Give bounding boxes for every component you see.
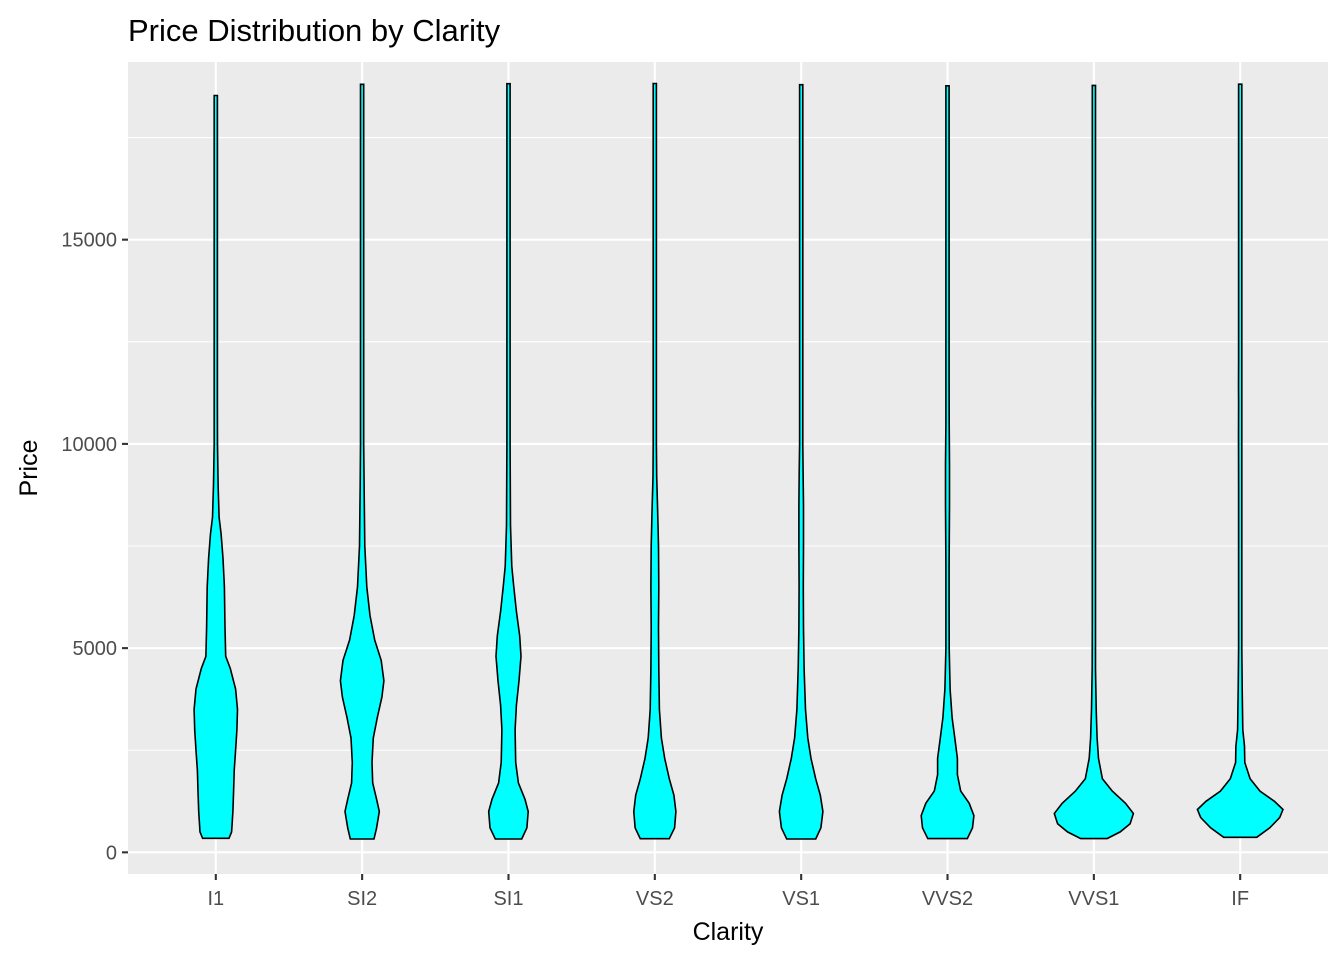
violin-SI1 xyxy=(487,82,530,840)
violin-IF xyxy=(1196,83,1284,839)
x-tick-label: VVS2 xyxy=(922,888,973,910)
y-axis: 0 5000 10000 15000 xyxy=(61,230,128,864)
x-axis-title: Clarity xyxy=(693,918,764,946)
minor-gridlines xyxy=(128,137,1328,751)
violin-VS2 xyxy=(632,82,677,840)
violin-SI2 xyxy=(339,83,385,840)
violin-I1 xyxy=(193,94,239,840)
y-axis-title: Price xyxy=(15,440,43,497)
chart-title: Price Distribution by Clarity xyxy=(128,13,501,48)
y-tick-label: 15000 xyxy=(61,230,117,252)
violins xyxy=(193,82,1284,840)
x-tick-label: VVS1 xyxy=(1068,888,1119,910)
x-axis: I1 SI2 SI1 VS2 VS1 VVS2 VVS1 IF xyxy=(207,874,1249,910)
violin-VS1 xyxy=(778,83,824,840)
x-tick-label: SI2 xyxy=(347,888,377,910)
violin-VVS2 xyxy=(920,85,975,840)
y-tick-label: 10000 xyxy=(61,434,117,456)
x-tick-label: IF xyxy=(1231,888,1249,910)
y-tick-label: 5000 xyxy=(73,638,118,660)
x-tick-label: VS1 xyxy=(782,888,820,910)
plot-panel xyxy=(128,62,1328,874)
x-tick-label: VS2 xyxy=(636,888,674,910)
x-tick-label: SI1 xyxy=(493,888,523,910)
y-tick-label: 0 xyxy=(106,842,117,864)
x-tick-label: I1 xyxy=(207,888,224,910)
violin-VVS1 xyxy=(1053,84,1135,840)
